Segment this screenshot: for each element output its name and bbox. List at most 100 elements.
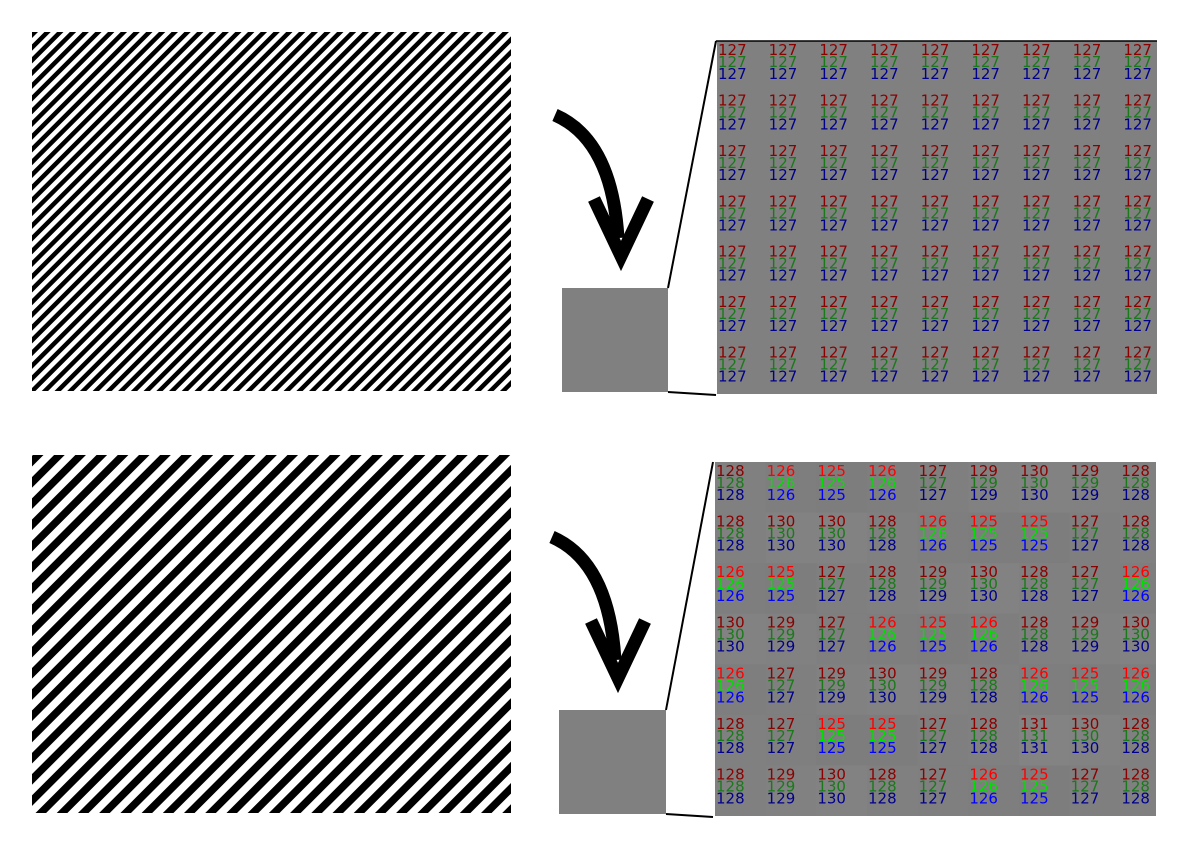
pixel-value-g: 127 (1022, 255, 1051, 273)
pixel-value-b: 127 (1073, 216, 1102, 234)
pixel-value-b: 130 (868, 688, 897, 706)
pixel-value-r: 128 (868, 765, 897, 783)
pixel-cell (1069, 512, 1121, 564)
pixel-value-r: 127 (870, 142, 899, 160)
pixel-value-b: 128 (716, 537, 745, 555)
pixel-value-r: 126 (868, 614, 897, 632)
pixel-value-r: 127 (971, 293, 1000, 311)
pixel-value-b: 127 (767, 688, 796, 706)
pixel-value-r: 128 (716, 462, 745, 480)
pixel-value-g: 127 (1073, 356, 1102, 374)
pixel-value-g: 127 (870, 154, 899, 172)
pixel-value-g: 130 (817, 525, 846, 543)
pixel-value-r: 127 (921, 192, 950, 210)
pixel-value-r: 125 (969, 513, 998, 531)
pixel-value-b: 127 (919, 486, 948, 504)
pixel-value-r: 127 (819, 91, 848, 109)
pixel-value-r: 127 (769, 344, 798, 362)
pixel-value-b: 127 (819, 267, 848, 285)
pixel-value-r: 127 (919, 715, 948, 733)
pixel-value-g: 127 (819, 154, 848, 172)
pixel-value-g: 127 (919, 474, 948, 492)
pixel-value-b: 127 (819, 216, 848, 234)
pixel-value-r: 125 (1020, 513, 1049, 531)
pixel-value-b: 127 (1071, 537, 1100, 555)
pixel-value-b: 130 (1071, 739, 1100, 757)
pixel-value-r: 125 (817, 715, 846, 733)
averaged-gray-patch-bottom (559, 710, 666, 814)
pixel-cell (917, 714, 969, 766)
pixel-value-b: 127 (769, 166, 798, 184)
pixel-value-g: 129 (767, 626, 796, 644)
pixel-value-r: 126 (969, 614, 998, 632)
pixel-cell (1120, 563, 1156, 615)
pixel-value-b: 128 (868, 587, 897, 605)
pixel-value-b: 128 (868, 537, 897, 555)
pixel-value-b: 129 (767, 638, 796, 656)
pixel-value-g: 128 (1121, 727, 1150, 745)
pixel-value-g: 130 (868, 676, 897, 694)
pixel-value-r: 127 (1022, 142, 1051, 160)
pixel-value-b: 127 (971, 368, 1000, 386)
pixel-cell (765, 563, 817, 615)
pixel-value-g: 127 (870, 103, 899, 121)
pixel-value-r: 127 (1022, 344, 1051, 362)
pixel-value-r: 127 (1123, 192, 1152, 210)
pixel-cell (968, 512, 1020, 564)
pixel-value-b: 130 (1020, 486, 1049, 504)
pixel-value-b: 127 (1123, 267, 1152, 285)
pixel-value-g: 126 (716, 676, 745, 694)
pixel-value-r: 127 (819, 41, 848, 59)
pixel-cell (1120, 512, 1156, 564)
pixel-value-r: 127 (1123, 344, 1152, 362)
pixel-cell (816, 462, 868, 514)
pixel-value-g: 127 (819, 255, 848, 273)
pixel-value-g: 127 (1123, 356, 1152, 374)
pixel-value-r: 127 (769, 142, 798, 160)
pixel-value-b: 127 (1022, 65, 1051, 83)
pixel-value-b: 127 (817, 587, 846, 605)
pixel-cell (816, 613, 868, 665)
pixel-value-b: 127 (718, 317, 747, 335)
pixel-value-r: 127 (817, 563, 846, 581)
pixel-value-r: 127 (921, 91, 950, 109)
pixel-cell (917, 664, 969, 716)
pixel-cell (1019, 714, 1071, 766)
pixel-value-b: 128 (716, 789, 745, 807)
pixel-cell (867, 613, 919, 665)
pixel-value-r: 128 (868, 563, 897, 581)
pixel-value-r: 127 (870, 41, 899, 59)
pixel-value-r: 127 (1123, 243, 1152, 261)
pixel-value-b: 127 (1123, 216, 1152, 234)
pixel-value-b: 127 (921, 166, 950, 184)
pixel-value-g: 127 (870, 305, 899, 323)
pixel-value-g: 127 (769, 305, 798, 323)
pixel-value-g: 125 (919, 626, 948, 644)
pixel-value-g: 127 (1073, 255, 1102, 273)
pixel-value-r: 130 (817, 765, 846, 783)
pixel-value-r: 127 (1073, 142, 1102, 160)
pixel-value-g: 126 (868, 626, 897, 644)
pixel-value-g: 127 (1123, 103, 1152, 121)
pixel-value-g: 127 (1071, 525, 1100, 543)
pixel-value-b: 125 (919, 638, 948, 656)
pixel-value-r: 127 (769, 41, 798, 59)
pixel-value-g: 127 (767, 676, 796, 694)
pixel-cell (765, 714, 817, 766)
pixel-value-b: 127 (971, 216, 1000, 234)
pixel-value-r: 129 (969, 462, 998, 480)
pixel-value-r: 127 (1073, 243, 1102, 261)
pixel-value-g: 127 (819, 204, 848, 222)
pixel-value-b: 128 (716, 739, 745, 757)
pixel-value-r: 127 (921, 41, 950, 59)
pixel-value-r: 129 (1071, 614, 1100, 632)
pixel-value-b: 129 (817, 688, 846, 706)
pixel-cell (765, 512, 817, 564)
pixel-cell (1120, 664, 1156, 716)
pixel-value-r: 128 (1121, 513, 1150, 531)
pixel-value-b: 128 (1020, 638, 1049, 656)
pixel-value-b: 129 (969, 486, 998, 504)
pixel-value-g: 130 (1071, 727, 1100, 745)
pixel-value-b: 127 (1123, 317, 1152, 335)
pixel-value-g: 127 (919, 777, 948, 795)
